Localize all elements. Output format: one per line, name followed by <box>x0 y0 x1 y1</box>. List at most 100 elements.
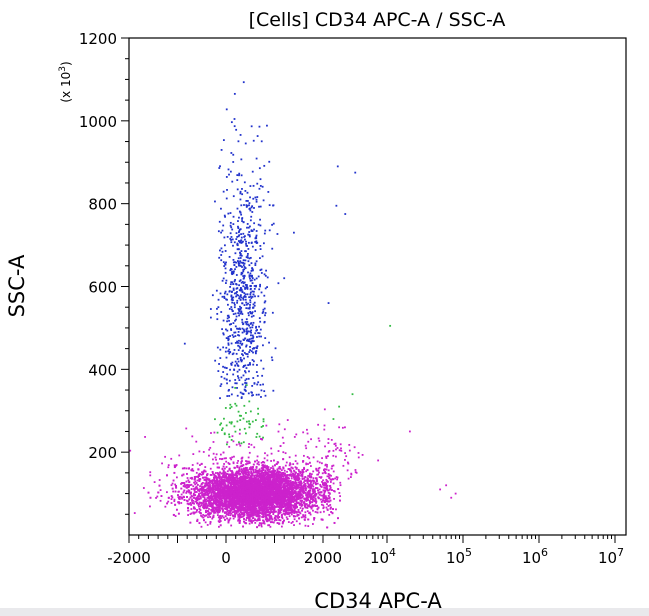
point-magenta <box>258 468 261 471</box>
point-magenta <box>233 511 236 513</box>
point-magenta <box>302 514 305 516</box>
point-magenta <box>233 455 235 458</box>
point-magenta <box>320 503 323 506</box>
point-magenta <box>191 498 193 501</box>
point-magenta <box>261 483 263 485</box>
point-magenta <box>249 513 252 516</box>
point-magenta <box>318 488 321 491</box>
point-magenta <box>204 506 207 508</box>
point-magenta <box>282 509 285 512</box>
point-magenta <box>211 458 214 461</box>
point-magenta <box>294 475 297 478</box>
point-magenta <box>308 491 311 493</box>
point-magenta <box>248 506 251 509</box>
point-magenta <box>299 507 302 509</box>
point-magenta <box>280 525 283 528</box>
point-magenta <box>235 486 238 488</box>
point-magenta <box>192 499 195 502</box>
point-magenta <box>239 495 242 498</box>
point-magenta <box>282 475 285 478</box>
point-magenta <box>282 484 285 487</box>
point-magenta <box>299 470 302 473</box>
point-magenta <box>312 477 315 480</box>
point-magenta <box>266 494 269 497</box>
point-magenta <box>216 514 219 516</box>
point-magenta <box>312 495 315 497</box>
point-magenta <box>193 481 195 484</box>
point-magenta <box>291 500 294 503</box>
point-magenta <box>304 524 307 527</box>
point-magenta <box>319 485 322 488</box>
point-magenta <box>204 470 207 473</box>
point-magenta <box>289 474 292 477</box>
point-magenta <box>304 484 307 487</box>
point-magenta <box>327 489 330 492</box>
point-magenta <box>164 505 167 508</box>
point-magenta <box>324 481 326 484</box>
point-magenta <box>238 473 241 476</box>
point-magenta <box>155 497 157 499</box>
point-magenta <box>206 506 209 509</box>
point-magenta <box>240 462 243 465</box>
point-magenta <box>281 503 284 506</box>
point-magenta <box>305 496 308 499</box>
point-magenta <box>189 513 192 515</box>
point-magenta <box>252 519 255 522</box>
point-magenta <box>284 482 287 485</box>
point-magenta <box>249 496 252 499</box>
point-magenta <box>296 479 299 482</box>
point-magenta <box>312 485 315 488</box>
point-magenta <box>301 474 304 477</box>
point-magenta <box>241 488 243 491</box>
point-magenta <box>300 501 303 504</box>
point-magenta <box>218 479 221 482</box>
point-magenta <box>306 497 309 500</box>
point-magenta <box>262 514 265 517</box>
point-magenta <box>210 474 213 476</box>
point-magenta <box>198 475 201 477</box>
point-magenta <box>235 512 238 515</box>
point-magenta <box>219 483 222 486</box>
point-magenta <box>287 486 290 489</box>
point-magenta <box>298 504 301 506</box>
point-magenta <box>315 468 318 471</box>
point-magenta <box>304 511 307 514</box>
point-magenta <box>272 513 275 516</box>
point-magenta <box>219 520 222 522</box>
point-magenta <box>318 491 321 494</box>
point-magenta <box>204 466 207 468</box>
point-magenta <box>307 489 310 492</box>
point-magenta <box>216 481 219 484</box>
point-magenta <box>217 480 219 483</box>
point-magenta <box>311 501 314 504</box>
point-magenta <box>312 482 315 485</box>
point-magenta <box>190 508 193 510</box>
point-magenta <box>216 508 219 511</box>
point-magenta <box>301 486 304 489</box>
point-magenta <box>149 471 152 474</box>
point-magenta <box>212 462 215 465</box>
point-magenta <box>329 504 332 506</box>
point-magenta <box>206 487 209 490</box>
point-magenta <box>295 504 298 507</box>
point-magenta <box>199 495 202 498</box>
point-magenta <box>248 522 251 525</box>
point-magenta <box>315 501 317 504</box>
point-magenta <box>195 510 198 513</box>
point-magenta <box>174 515 177 517</box>
point-magenta <box>172 490 175 493</box>
point-magenta <box>295 520 298 523</box>
point-magenta <box>218 500 221 503</box>
point-magenta <box>217 504 220 507</box>
point-magenta <box>182 495 185 498</box>
point-magenta <box>229 514 232 517</box>
point-magenta <box>272 503 275 506</box>
point-magenta <box>247 456 250 459</box>
point-magenta <box>200 514 202 517</box>
point-magenta <box>297 496 300 499</box>
point-magenta <box>239 494 241 496</box>
point-magenta <box>289 462 291 465</box>
point-magenta <box>201 515 203 518</box>
point-magenta <box>201 486 203 488</box>
point-magenta <box>290 513 293 516</box>
